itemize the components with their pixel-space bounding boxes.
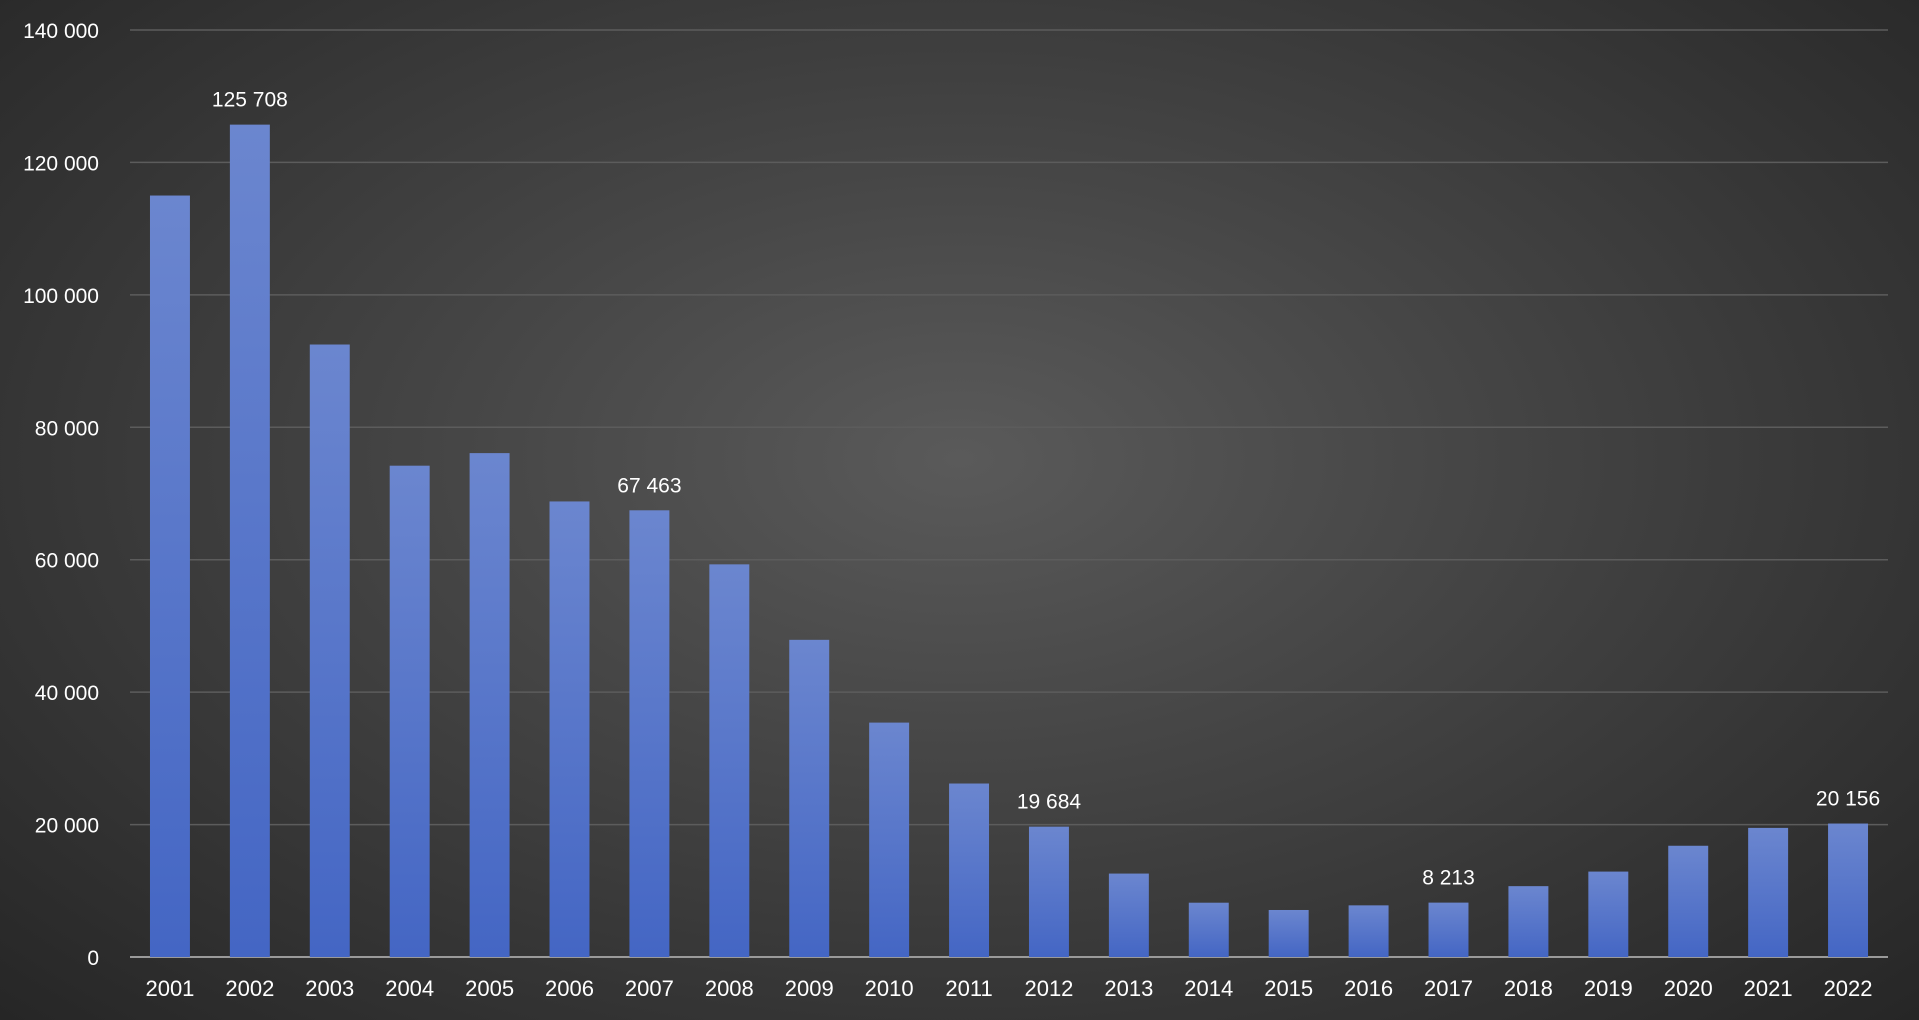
x-tick-label: 2018 [1504, 976, 1553, 1001]
bar-2014 [1188, 902, 1229, 957]
data-label-2012: 19 684 [1017, 791, 1082, 814]
y-tick-label: 100 000 [23, 285, 99, 308]
labels: 0 20 000 40 000 60 000 80 000 100 000 120 000 1… [23, 20, 1880, 1001]
x-tick-label: 2011 [945, 976, 992, 1001]
bar-2018 [1508, 886, 1549, 957]
bar-2015 [1268, 909, 1309, 957]
x-tick-label: 2002 [225, 976, 274, 1001]
data-label-2002: 125 708 [212, 89, 288, 112]
bar-2007 [629, 510, 670, 957]
bar-2010 [869, 722, 910, 957]
data-label-2017: 8 213 [1422, 867, 1475, 890]
bar-2020 [1668, 845, 1709, 957]
bar-2011 [949, 783, 990, 957]
x-tick-label: 2006 [545, 976, 594, 1001]
x-tick-label: 2004 [385, 976, 434, 1001]
x-tick-label: 2005 [465, 976, 514, 1001]
bar-2016 [1348, 905, 1389, 957]
bars [149, 124, 1869, 958]
y-tick-label: 0 [87, 947, 99, 970]
x-tick-label: 2017 [1424, 976, 1473, 1001]
bar-2005 [469, 453, 510, 957]
x-tick-label: 2013 [1104, 976, 1153, 1001]
y-tick-label: 20 000 [35, 815, 99, 838]
x-tick-label: 2009 [785, 976, 834, 1001]
bar-2021 [1748, 827, 1789, 957]
x-tick-label: 2020 [1664, 976, 1713, 1001]
x-tick-label: 2008 [705, 976, 754, 1001]
y-tick-label: 140 000 [23, 20, 99, 43]
bar-2013 [1108, 873, 1149, 957]
x-tick-label: 2001 [145, 976, 194, 1001]
bar-2004 [389, 465, 430, 957]
x-tick-label: 2019 [1584, 976, 1633, 1001]
y-tick-label: 120 000 [23, 152, 99, 175]
x-tick-label: 2016 [1344, 976, 1393, 1001]
data-label-2007: 67 463 [617, 474, 681, 497]
bar-2003 [309, 344, 350, 958]
bar-2012 [1028, 826, 1069, 957]
x-tick-label: 2007 [625, 976, 674, 1001]
bar-2006 [549, 501, 590, 957]
y-tick-label: 60 000 [35, 550, 99, 573]
bar-2022 [1828, 823, 1869, 957]
x-tick-label: 2021 [1744, 976, 1793, 1001]
bar-2017 [1428, 902, 1469, 957]
x-tick-label: 2015 [1264, 976, 1313, 1001]
x-tick-label: 2022 [1824, 976, 1873, 1001]
x-tick-label: 2003 [305, 976, 354, 1001]
bar-2001 [149, 195, 190, 958]
x-tick-label: 2012 [1024, 976, 1073, 1001]
bar-2019 [1588, 871, 1629, 957]
bar-2002 [229, 124, 270, 958]
bar-2008 [709, 564, 750, 957]
bar-2009 [789, 639, 830, 957]
x-tick-label: 2014 [1184, 976, 1233, 1001]
data-label-2022: 20 156 [1816, 788, 1880, 811]
y-tick-label: 40 000 [35, 682, 99, 705]
x-tick-label: 2010 [865, 976, 914, 1001]
y-tick-label: 80 000 [35, 417, 99, 440]
